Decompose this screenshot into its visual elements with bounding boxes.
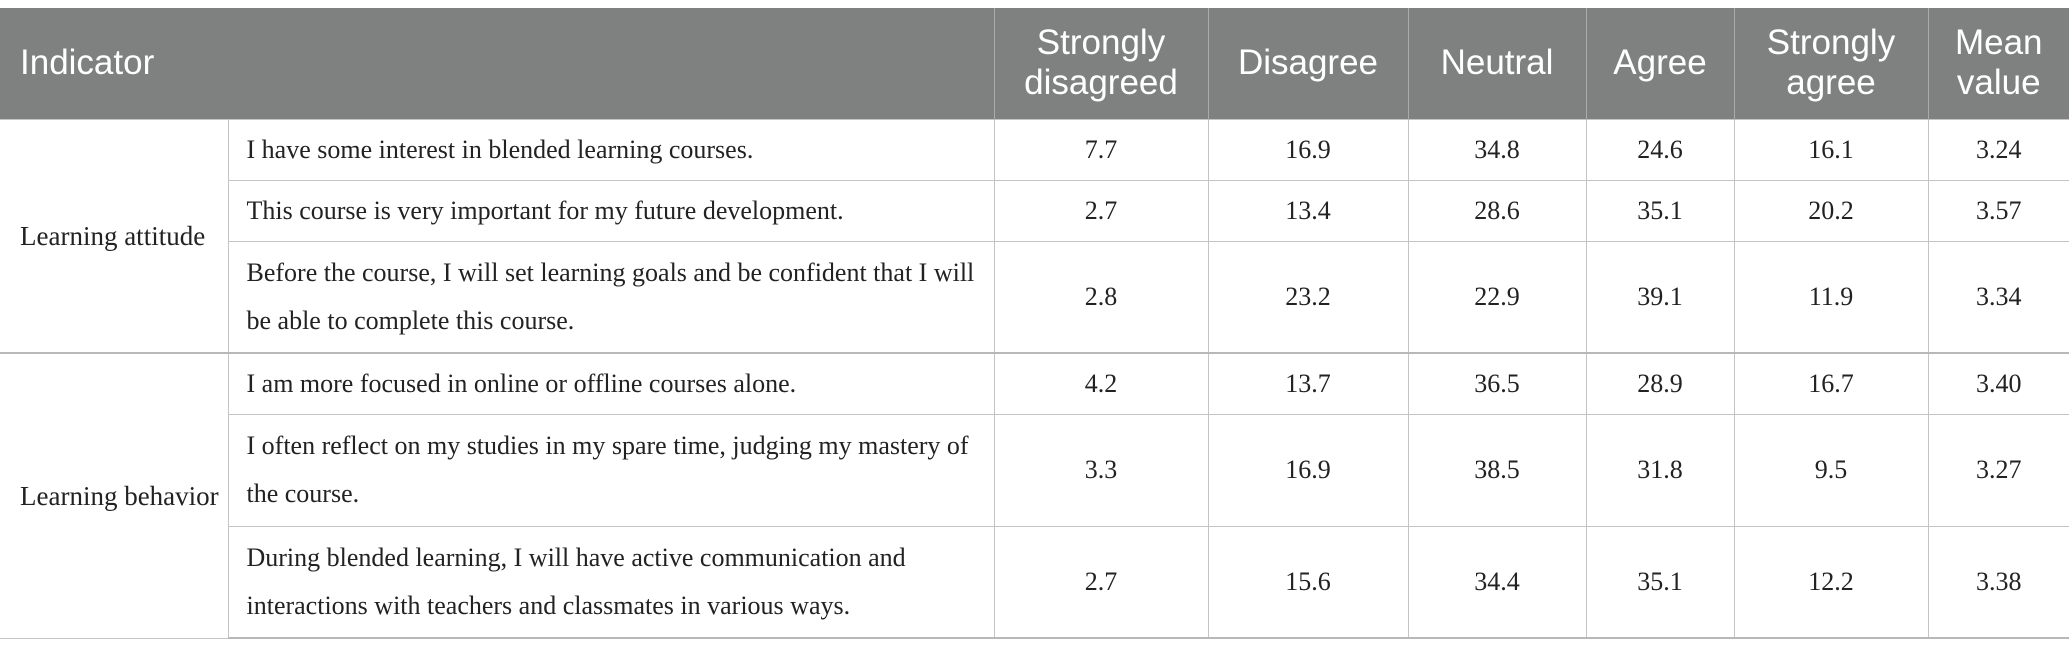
- table-row: During blended learning, I will have act…: [0, 525, 2069, 639]
- cell-strongly-disagreed: 2.7: [993, 525, 1209, 639]
- cell-mean-value: 3.57: [1927, 179, 2069, 242]
- cell-disagree: 16.9: [1207, 413, 1409, 527]
- cell-strongly-disagreed: 2.8: [993, 240, 1209, 354]
- cell-strongly-agree: 16.1: [1733, 118, 1929, 181]
- table-row: I often reflect on my studies in my spar…: [0, 413, 2069, 527]
- cell-strongly-agree: 9.5: [1733, 413, 1929, 527]
- cell-neutral: 28.6: [1407, 179, 1587, 242]
- cell-agree: 28.9: [1585, 352, 1735, 415]
- header-agree: Agree: [1586, 8, 1735, 119]
- table-body: Learning attitude I have some interest i…: [0, 118, 2069, 639]
- group-label-learning-behavior: Learning behavior: [0, 352, 229, 639]
- cell-neutral: 22.9: [1407, 240, 1587, 354]
- item-text: I am more focused in online or offline c…: [227, 352, 995, 415]
- cell-neutral: 36.5: [1407, 352, 1587, 415]
- table-header: Indicator Strongly disagreed Disagree Ne…: [0, 8, 2069, 119]
- table-row: Learning behavior I am more focused in o…: [0, 352, 2069, 639]
- header-neutral: Neutral: [1408, 8, 1587, 119]
- cell-agree: 35.1: [1585, 525, 1735, 639]
- cell-strongly-disagreed: 3.3: [993, 413, 1209, 527]
- cell-strongly-agree: 11.9: [1733, 240, 1929, 354]
- cell-disagree: 13.4: [1207, 179, 1409, 242]
- item-text: During blended learning, I will have act…: [227, 525, 995, 639]
- header-strongly-agree: Strongly agree: [1734, 8, 1929, 119]
- survey-table-container: Indicator Strongly disagreed Disagree Ne…: [0, 8, 2069, 639]
- item-text: Before the course, I will set learning g…: [227, 240, 995, 354]
- cell-strongly-agree: 20.2: [1733, 179, 1929, 242]
- cell-strongly-disagreed: 2.7: [993, 179, 1209, 242]
- cell-mean-value: 3.34: [1927, 240, 2069, 354]
- table-row: Learning attitude I have some interest i…: [0, 118, 2069, 354]
- cell-neutral: 34.4: [1407, 525, 1587, 639]
- cell-strongly-disagreed: 7.7: [993, 118, 1209, 181]
- cell-agree: 31.8: [1585, 413, 1735, 527]
- cell-disagree: 15.6: [1207, 525, 1409, 639]
- cell-disagree: 23.2: [1207, 240, 1409, 354]
- survey-table: Indicator Strongly disagreed Disagree Ne…: [0, 8, 2069, 639]
- cell-mean-value: 3.24: [1927, 118, 2069, 181]
- cell-disagree: 16.9: [1207, 118, 1409, 181]
- header-mean-value: Mean value: [1928, 8, 2069, 119]
- item-text: I have some interest in blended learning…: [227, 118, 995, 181]
- cell-strongly-agree: 16.7: [1733, 352, 1929, 415]
- cell-disagree: 13.7: [1207, 352, 1409, 415]
- cell-strongly-agree: 12.2: [1733, 525, 1929, 639]
- item-text: I often reflect on my studies in my spar…: [227, 413, 995, 527]
- cell-agree: 24.6: [1585, 118, 1735, 181]
- header-strongly-disagreed: Strongly disagreed: [994, 8, 1209, 119]
- table-row: Before the course, I will set learning g…: [0, 240, 2069, 354]
- cell-neutral: 34.8: [1407, 118, 1587, 181]
- cell-mean-value: 3.38: [1927, 525, 2069, 639]
- group-label-learning-attitude: Learning attitude: [0, 118, 229, 354]
- cell-neutral: 38.5: [1407, 413, 1587, 527]
- cell-mean-value: 3.27: [1927, 413, 2069, 527]
- table-row: This course is very important for my fut…: [0, 179, 2069, 242]
- header-indicator: Indicator: [0, 8, 995, 119]
- header-row: Indicator Strongly disagreed Disagree Ne…: [0, 8, 2069, 119]
- cell-agree: 39.1: [1585, 240, 1735, 354]
- cell-agree: 35.1: [1585, 179, 1735, 242]
- cell-strongly-disagreed: 4.2: [993, 352, 1209, 415]
- item-text: This course is very important for my fut…: [227, 179, 995, 242]
- cell-mean-value: 3.40: [1927, 352, 2069, 415]
- header-disagree: Disagree: [1208, 8, 1409, 119]
